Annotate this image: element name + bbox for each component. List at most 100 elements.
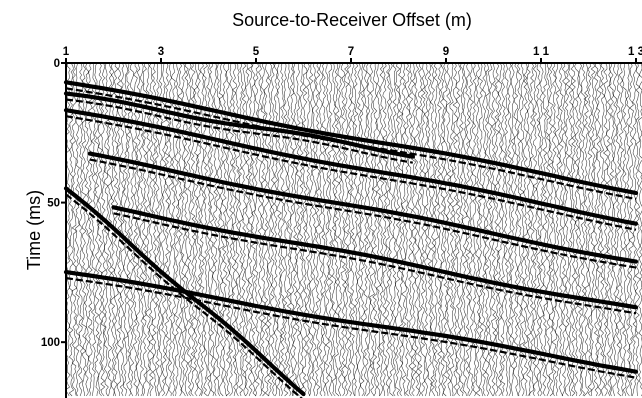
seismic-trace [570,63,577,397]
seismic-trace [622,62,628,397]
seismic-trace [436,62,442,397]
seismic-trace [372,62,378,397]
seismic-trace [580,62,587,397]
seismic-trace [618,62,625,397]
seismic-trace [522,62,529,397]
seismic-trace [625,62,631,397]
seismic-trace [266,62,273,397]
seismic-trace [632,62,637,397]
seismic-trace [148,62,155,397]
plot-area [63,62,642,398]
trace-group [65,62,642,397]
seismic-trace [548,62,554,397]
seismic-trace [228,62,234,397]
seismic-trace [279,62,285,397]
y-axis-title: Time (ms) [24,190,44,270]
x-tick-label: 9 [443,46,449,58]
event-refraction-2-lobe [65,115,637,231]
seismic-trace [414,62,420,397]
seismic-trace [602,62,609,397]
seismic-trace [324,62,331,397]
seismic-trace [391,62,398,397]
seismic-trace [270,62,276,397]
event-ground-roll-lobe [65,193,303,398]
seismic-trace [507,62,512,397]
seismic-trace [394,62,401,397]
event-reflection-3 [63,270,639,374]
seismic-trace [177,62,183,397]
y-tick-label: 50 [47,198,60,210]
seismic-trace [282,62,289,397]
x-tick-label: 5 [253,46,260,58]
seismic-trace [65,62,71,397]
seismic-trace [593,62,599,397]
seismic-trace [318,62,324,397]
seismic-trace [596,62,602,397]
seismic-trace [407,62,414,397]
seismic-trace [503,62,509,397]
seismic-trace [321,62,327,397]
seismic-trace [490,62,497,397]
seismic-trace [497,62,503,397]
x-axis-title: Source-to-Receiver Offset (m) [232,10,472,30]
seismic-trace [97,62,103,397]
event-direct-arrival [63,80,639,196]
seismic-trace [343,62,350,397]
seismic-trace [516,62,522,397]
seismic-trace [327,62,334,397]
seismic-trace [423,62,430,397]
seismic-trace [551,62,558,397]
seismic-trace [308,62,314,397]
seismic-trace [577,62,583,397]
seismic-trace [519,62,526,397]
seismic-trace [545,62,551,397]
seismic-trace [417,62,423,397]
seismic-trace [333,62,340,397]
seismic-trace [126,63,132,397]
seismic-trace [331,62,337,397]
y-tick-labels: 0 50 100 [41,58,60,349]
seismic-trace [337,62,343,397]
seismic-trace [487,62,494,397]
x-tick-label: 1 [63,46,70,58]
seismic-trace [100,62,107,397]
event-reflection-1 [87,151,639,264]
seismic-trace [349,62,356,397]
seismic-trace [404,62,410,397]
seismic-trace [366,62,372,397]
seismic-trace [154,63,161,397]
seismic-trace [564,62,571,397]
seismic-trace [359,62,365,397]
seismic-trace [138,62,145,397]
seismic-trace [375,62,382,397]
seismic-trace [145,62,151,397]
seismic-trace [411,62,417,397]
seismic-trace [314,62,321,397]
seismic-trace [612,62,619,397]
seismic-trace [87,62,94,397]
seismic-trace [141,62,148,397]
seismic-trace [484,62,491,397]
seismic-trace [554,62,561,397]
seismic-trace [135,62,141,397]
y-tick-label: 0 [54,58,60,70]
event-ground-roll [63,186,306,397]
seismic-trace [606,62,612,397]
seismic-trace [346,62,353,397]
seismic-trace [561,62,567,397]
seismic-trace [84,62,90,397]
seismic-trace [542,62,548,397]
seismic-trace [158,62,163,397]
seismic-trace [558,62,564,397]
event-reflection-2-lobe [113,212,637,315]
seismic-trace [509,62,516,397]
seismic-trace [615,62,622,397]
seismic-trace [449,62,455,397]
seismic-trace [276,62,283,397]
seismic-trace [340,62,347,397]
seismic-trace [68,62,74,397]
seismic-trace [535,62,542,397]
event-reflection-3-lobe [65,277,637,379]
